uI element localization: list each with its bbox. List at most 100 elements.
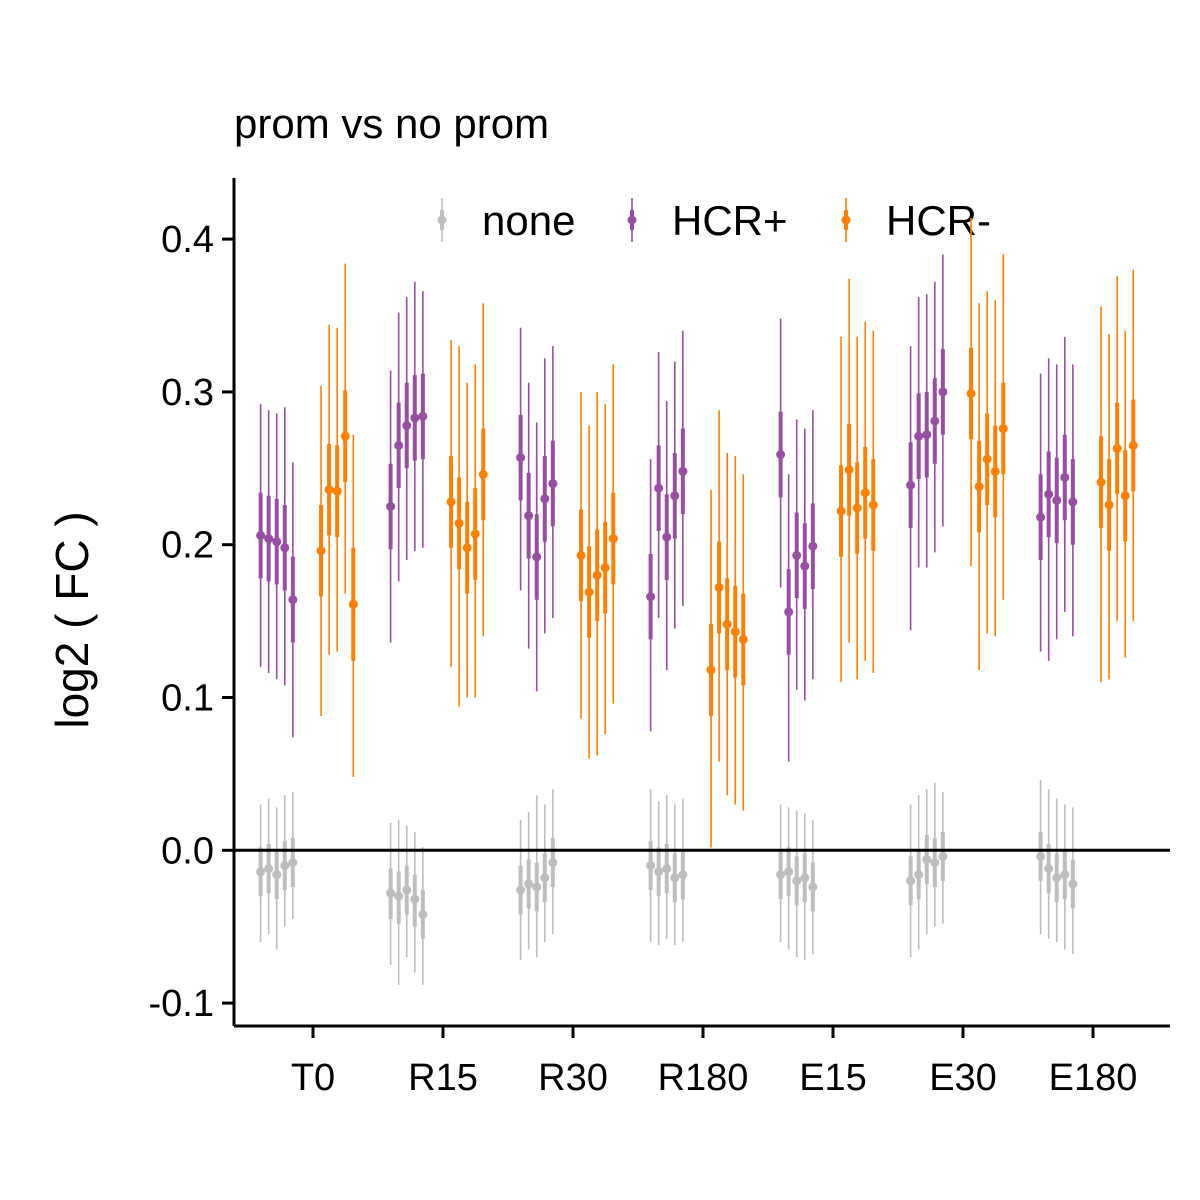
x-tick-label-t0: T0	[291, 1057, 335, 1099]
data-point	[600, 563, 610, 573]
data-point	[974, 482, 984, 492]
data-point	[662, 864, 672, 874]
data-point	[548, 479, 558, 489]
y-tick-label: 0.1	[161, 677, 214, 719]
data-point	[1036, 512, 1046, 522]
data-point	[340, 431, 350, 441]
data-point	[1036, 851, 1046, 861]
data-point	[670, 491, 680, 501]
data-point	[966, 388, 976, 398]
y-tick-label: 0.3	[161, 372, 214, 414]
data-point	[1060, 870, 1070, 880]
legend-label: HCR-	[886, 197, 991, 244]
legend-key-point	[437, 215, 447, 225]
data-point	[938, 387, 948, 397]
data-point	[670, 873, 680, 883]
data-point	[524, 879, 534, 889]
data-point	[576, 550, 586, 560]
data-point	[654, 867, 664, 877]
data-point	[1068, 879, 1078, 889]
data-point	[922, 854, 932, 864]
data-point	[722, 619, 732, 629]
data-point	[914, 870, 924, 880]
legend-key-point	[841, 215, 851, 225]
data-point	[584, 587, 594, 597]
x-tick-label-e30: E30	[929, 1057, 997, 1099]
y-axis-title: log2 ( FC )	[46, 511, 98, 728]
data-point	[784, 607, 794, 617]
data-point	[860, 488, 870, 498]
y-tick-label: 0.2	[161, 525, 214, 567]
data-point	[852, 503, 862, 513]
data-point	[280, 861, 290, 871]
series-hcr-	[256, 254, 1078, 762]
data-point	[930, 858, 940, 868]
legend-item-none: none	[437, 197, 575, 244]
data-point	[280, 543, 290, 553]
y-tick-label: 0.4	[161, 219, 214, 261]
data-point	[1044, 489, 1054, 499]
series-none	[256, 780, 1078, 985]
legend-label: HCR+	[672, 197, 788, 244]
data-point	[930, 416, 940, 426]
data-point	[454, 518, 464, 528]
data-point	[868, 500, 878, 510]
data-marks	[256, 217, 1138, 985]
data-point	[1096, 477, 1106, 487]
data-point	[1120, 491, 1130, 501]
data-point	[516, 885, 526, 895]
data-point	[410, 894, 420, 904]
legend: none HCR+ HCR-	[437, 197, 991, 244]
data-point	[1112, 443, 1122, 453]
data-point	[532, 882, 542, 892]
data-point	[516, 453, 526, 463]
data-point	[646, 592, 656, 602]
y-tick-label: -0.1	[149, 983, 214, 1025]
data-point	[662, 532, 672, 542]
y-axis-ticks: -0.1 0.0 0.1 0.2 0.3 0.4	[149, 219, 234, 1025]
plot-area: -0.1 0.0 0.1 0.2 0.3 0.4 T0 R15 R30 R180 E15 E30 E1…	[149, 178, 1170, 1099]
data-point	[446, 497, 456, 507]
x-tick-label-e180: E180	[1049, 1057, 1138, 1099]
data-point	[1044, 864, 1054, 874]
data-point	[386, 502, 396, 512]
data-point	[394, 891, 404, 901]
data-point	[1068, 497, 1078, 507]
data-point	[800, 561, 810, 571]
data-point	[1052, 495, 1062, 505]
data-point	[792, 876, 802, 886]
data-point	[418, 909, 428, 919]
chart-title: prom vs no prom	[234, 100, 549, 147]
y-tick-label: 0.0	[161, 830, 214, 872]
data-point	[272, 537, 282, 547]
data-point	[540, 494, 550, 504]
data-point	[808, 882, 818, 892]
data-point	[982, 454, 992, 464]
data-point	[938, 851, 948, 861]
data-point	[548, 858, 558, 868]
data-point	[714, 582, 724, 592]
data-point	[836, 506, 846, 516]
data-point	[418, 411, 428, 421]
legend-item-hcr-: HCR+	[627, 197, 788, 244]
x-tick-label-e15: E15	[799, 1057, 867, 1099]
data-point	[532, 552, 542, 562]
data-point	[478, 469, 488, 479]
data-point	[646, 861, 656, 871]
data-point	[402, 885, 412, 895]
data-point	[288, 858, 298, 868]
data-point	[264, 864, 274, 874]
data-point	[470, 529, 480, 539]
data-point	[462, 543, 472, 553]
data-point	[264, 534, 274, 544]
data-point	[256, 867, 266, 877]
data-point	[348, 599, 358, 609]
x-axis-ticks: T0 R15 R30 R180 E15 E30 E180	[291, 1026, 1138, 1099]
data-point	[784, 867, 794, 877]
data-point	[592, 570, 602, 580]
data-point	[792, 550, 802, 560]
data-point	[922, 430, 932, 440]
data-point	[402, 421, 412, 431]
data-point	[738, 634, 748, 644]
